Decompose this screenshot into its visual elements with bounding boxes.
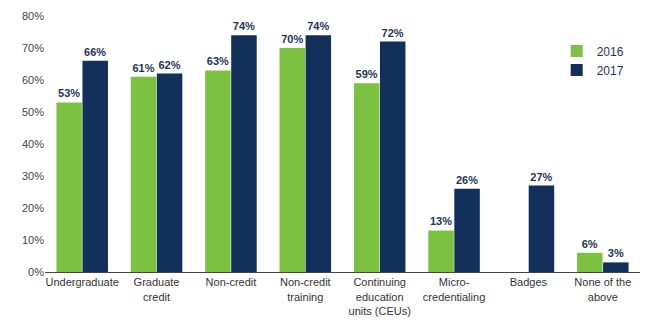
svg-text:None of theabove: None of theabove xyxy=(574,276,631,302)
svg-text:Continuingeducationunits (CEUs: Continuingeducationunits (CEUs) xyxy=(349,276,411,317)
svg-text:59%: 59% xyxy=(356,68,378,80)
svg-text:72%: 72% xyxy=(382,27,404,39)
svg-text:53%: 53% xyxy=(58,87,80,99)
svg-text:13%: 13% xyxy=(430,215,452,227)
svg-text:Badges: Badges xyxy=(510,276,548,288)
svg-text:26%: 26% xyxy=(456,174,478,186)
svg-text:60%: 60% xyxy=(22,74,44,86)
svg-text:66%: 66% xyxy=(84,46,106,58)
svg-text:2016: 2016 xyxy=(597,45,624,59)
svg-text:50%: 50% xyxy=(22,106,44,118)
svg-text:20%: 20% xyxy=(22,202,44,214)
svg-text:40%: 40% xyxy=(22,138,44,150)
svg-text:6%: 6% xyxy=(582,238,598,250)
svg-text:74%: 74% xyxy=(233,20,255,32)
svg-text:2017: 2017 xyxy=(597,64,624,78)
svg-text:27%: 27% xyxy=(530,171,552,183)
svg-text:61%: 61% xyxy=(132,62,154,74)
svg-text:63%: 63% xyxy=(207,55,229,67)
svg-text:74%: 74% xyxy=(307,20,329,32)
svg-text:Micro-credentialing: Micro-credentialing xyxy=(423,276,485,302)
svg-text:80%: 80% xyxy=(22,10,44,22)
svg-text:Graduatecredit: Graduatecredit xyxy=(134,276,180,302)
svg-text:0%: 0% xyxy=(28,266,44,278)
svg-text:Non-credittraining: Non-credittraining xyxy=(280,276,331,302)
svg-text:Undergraduate: Undergraduate xyxy=(45,276,118,288)
svg-text:Non-credit: Non-credit xyxy=(206,276,257,288)
svg-text:70%: 70% xyxy=(22,42,44,54)
svg-text:30%: 30% xyxy=(22,170,44,182)
svg-text:10%: 10% xyxy=(22,234,44,246)
svg-text:62%: 62% xyxy=(158,59,180,71)
svg-text:3%: 3% xyxy=(608,247,624,259)
svg-text:70%: 70% xyxy=(281,33,303,45)
